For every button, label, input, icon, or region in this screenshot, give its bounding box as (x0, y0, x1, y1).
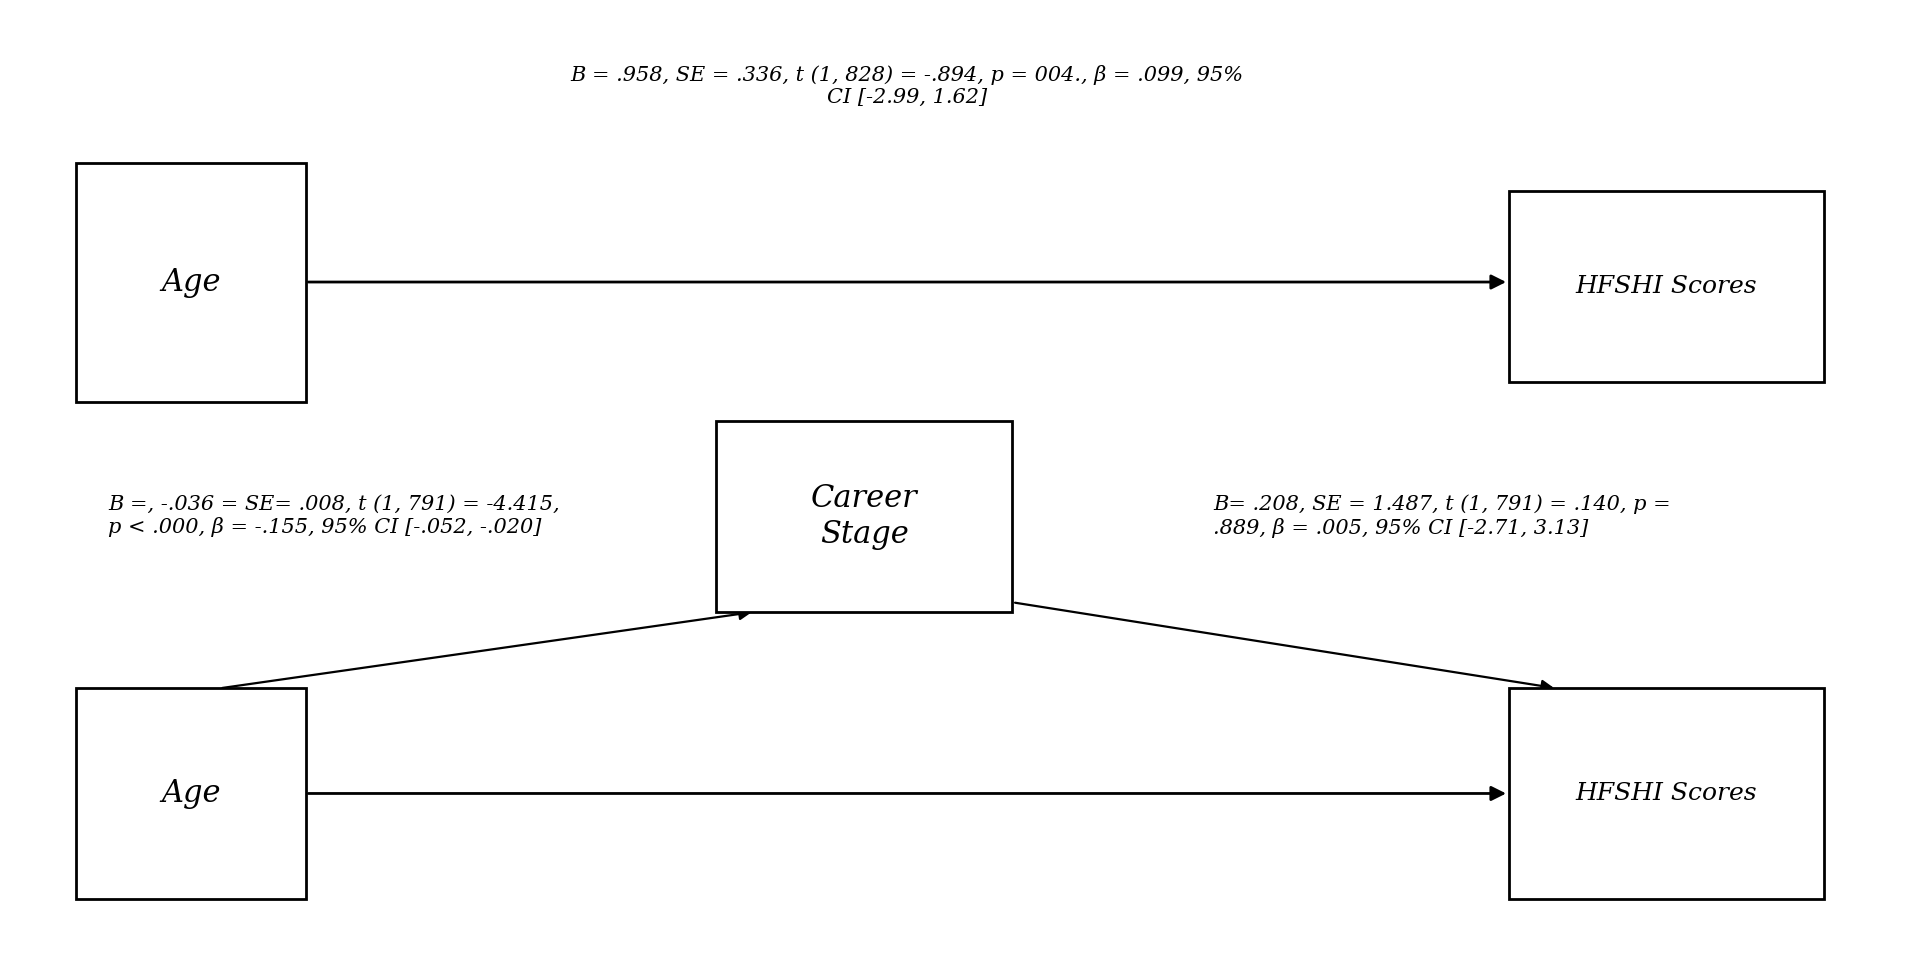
Text: HFSHI Scores: HFSHI Scores (1576, 275, 1757, 298)
FancyBboxPatch shape (1509, 191, 1824, 382)
FancyBboxPatch shape (1509, 688, 1824, 899)
Text: HFSHI Scores: HFSHI Scores (1576, 782, 1757, 805)
Text: Career
Stage: Career Stage (812, 483, 917, 550)
FancyBboxPatch shape (76, 688, 306, 899)
Text: B = .958, SE = .336, t (1, 828) = -.894, p = 004., β = .099, 95%
CI [-2.99, 1.62: B = .958, SE = .336, t (1, 828) = -.894,… (571, 65, 1243, 107)
FancyBboxPatch shape (76, 163, 306, 402)
FancyBboxPatch shape (716, 421, 1012, 612)
Text: Age: Age (160, 778, 222, 809)
Text: B= .208, SE = 1.487, t (1, 791) = .140, p =
.889, β = .005, 95% CI [-2.71, 3.13]: B= .208, SE = 1.487, t (1, 791) = .140, … (1213, 495, 1671, 537)
Text: B =, -.036 = SE= .008, t (1, 791) = -4.415,
p < .000, β = -.155, 95% CI [-.052, : B =, -.036 = SE= .008, t (1, 791) = -4.4… (109, 495, 560, 537)
Text: Age: Age (160, 267, 222, 297)
